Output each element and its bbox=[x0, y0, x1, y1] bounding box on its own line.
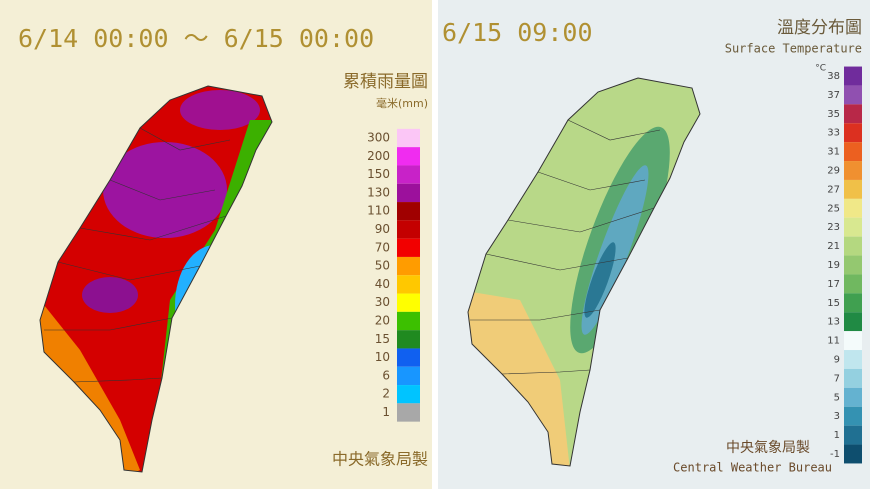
legend-swatch bbox=[844, 293, 862, 313]
legend-swatch bbox=[397, 293, 420, 312]
legend-swatch bbox=[844, 368, 862, 388]
legend-label: 11 bbox=[827, 336, 840, 347]
legend-swatch bbox=[397, 366, 420, 386]
legend-swatch bbox=[844, 66, 862, 86]
legend-swatch bbox=[844, 387, 862, 407]
legend-swatch bbox=[397, 385, 420, 404]
rain-title: 累積雨量圖 bbox=[343, 72, 428, 92]
temp-title: 溫度分布圖 bbox=[777, 18, 862, 38]
county-borders bbox=[470, 119, 661, 375]
legend-swatch bbox=[844, 179, 862, 199]
legend-swatch bbox=[844, 350, 862, 369]
legend-swatch bbox=[397, 165, 420, 184]
legend-label: 13 bbox=[827, 317, 840, 328]
legend-swatch bbox=[397, 275, 420, 294]
legend-label: 17 bbox=[827, 279, 840, 290]
legend-swatch bbox=[397, 128, 420, 148]
legend-label: 31 bbox=[827, 147, 840, 158]
legend-swatch bbox=[844, 444, 862, 464]
legend-swatch bbox=[397, 311, 420, 331]
legend-label: 25 bbox=[827, 203, 840, 214]
legend-swatch bbox=[844, 104, 862, 124]
legend-label: 21 bbox=[827, 241, 840, 252]
legend-label: 19 bbox=[827, 260, 840, 271]
temp-credit: 中央氣象局製 bbox=[726, 440, 810, 456]
legend-label: 50 bbox=[375, 259, 390, 273]
legend-label: 35 bbox=[827, 109, 840, 120]
legend-label: 5 bbox=[834, 392, 840, 403]
rain-legend: 300 200 150 130 110 90 70 50 40 30 20 15 10 6 2 1 bbox=[367, 128, 420, 422]
legend-swatch bbox=[397, 348, 420, 367]
legend-swatch bbox=[397, 183, 420, 203]
legend-swatch bbox=[397, 238, 420, 257]
legend-label: 20 bbox=[375, 314, 390, 328]
temp-subtitle: Surface Temperature bbox=[725, 42, 862, 56]
legend-swatch bbox=[844, 425, 862, 445]
legend-label: 15 bbox=[375, 332, 390, 346]
legend-label: 200 bbox=[367, 149, 390, 163]
legend-swatch bbox=[397, 403, 420, 422]
legend-swatch bbox=[397, 147, 420, 166]
legend-label: 40 bbox=[375, 277, 390, 291]
legend-label: 38 bbox=[827, 71, 840, 82]
legend-label: 9 bbox=[834, 355, 840, 366]
temp-time: 6/15 09:00 bbox=[442, 18, 593, 47]
legend-label: 1 bbox=[834, 430, 840, 441]
legend-swatch bbox=[397, 256, 420, 276]
legend-label: 33 bbox=[827, 128, 840, 139]
legend-label: 15 bbox=[827, 298, 840, 309]
legend-label: 3 bbox=[834, 411, 840, 422]
legend-swatch bbox=[844, 198, 862, 218]
legend-label: 29 bbox=[827, 166, 840, 177]
legend-swatch bbox=[844, 406, 862, 426]
legend-label: 37 bbox=[827, 90, 840, 101]
rain-outline bbox=[39, 85, 273, 473]
legend-swatch bbox=[844, 161, 862, 180]
legend-label: 1 bbox=[382, 405, 390, 419]
legend-swatch bbox=[397, 220, 420, 239]
legend-label: 130 bbox=[367, 185, 390, 199]
legend-swatch bbox=[844, 331, 862, 351]
legend-swatch bbox=[844, 217, 862, 237]
temp-outline bbox=[467, 77, 701, 467]
legend-label: 110 bbox=[367, 204, 390, 218]
legend-label: 30 bbox=[375, 295, 390, 309]
legend-swatch bbox=[844, 312, 862, 332]
legend-label: 6 bbox=[382, 368, 390, 382]
legend-label: 150 bbox=[367, 167, 390, 181]
legend-label: -1 bbox=[830, 449, 840, 460]
legend-label: 7 bbox=[834, 373, 840, 384]
legend-swatch bbox=[844, 236, 862, 256]
legend-swatch bbox=[844, 85, 862, 105]
legend-swatch bbox=[844, 142, 862, 162]
legend-label: 90 bbox=[375, 222, 390, 236]
legend-swatch bbox=[397, 202, 420, 221]
temp-credit-en: Central Weather Bureau bbox=[673, 461, 832, 475]
legend-swatch bbox=[844, 255, 862, 275]
legend-swatch bbox=[397, 330, 420, 349]
legend-label: 300 bbox=[367, 131, 390, 145]
rain-unit: 毫米(mm) bbox=[376, 96, 428, 110]
legend-label: 23 bbox=[827, 222, 840, 233]
legend-label: 70 bbox=[375, 240, 390, 254]
rain-credit: 中央氣象局製 bbox=[332, 450, 428, 469]
legend-label: 27 bbox=[827, 184, 840, 195]
rain-period: 6/14 00:00 ～ 6/15 00:00 bbox=[18, 24, 374, 53]
county-borders bbox=[44, 127, 231, 383]
legend-label: 10 bbox=[375, 350, 390, 364]
temp-unit: °C bbox=[815, 64, 826, 74]
legend-swatch bbox=[844, 123, 862, 143]
legend-swatch bbox=[844, 274, 862, 294]
legend-label: 2 bbox=[382, 387, 390, 401]
